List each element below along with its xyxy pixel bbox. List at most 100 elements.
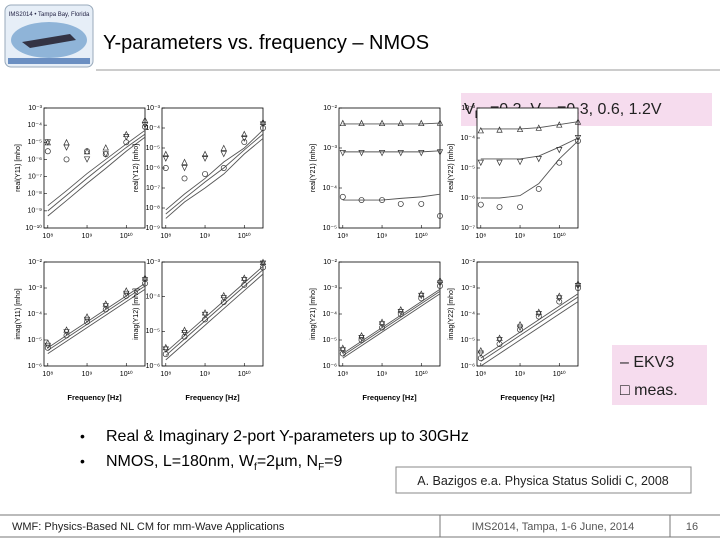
- y-tick-label: 10⁻⁶: [28, 363, 42, 370]
- meas-marker: [379, 324, 385, 331]
- meas-marker: [397, 306, 404, 313]
- meas-marker: [477, 159, 484, 167]
- bullet: Real & Imaginary 2-port Y-parameters up …: [106, 428, 469, 445]
- meas-marker: [378, 119, 386, 127]
- meas-marker: [259, 260, 267, 267]
- y-tick-label: 10⁻⁴: [146, 125, 161, 132]
- meas-marker: [220, 299, 227, 305]
- meas-marker: [556, 146, 563, 154]
- logo-text: IMS2014 • Tampa Bay, Florida: [9, 12, 90, 18]
- model-line: [480, 296, 579, 362]
- meas-marker: [575, 285, 581, 291]
- meas-marker: [102, 151, 109, 158]
- x-tick-label: 10¹⁰: [415, 232, 428, 240]
- model-line: [165, 133, 264, 215]
- meas-marker: [201, 150, 209, 157]
- y-tick-label: 10⁻⁵: [28, 337, 42, 344]
- meas-marker: [496, 159, 503, 167]
- y-axis-label: real(Y12) [mho]: [133, 144, 140, 192]
- bullet-part: NMOS, L=180nm, W: [106, 453, 255, 470]
- meas-marker: [437, 213, 443, 219]
- meas-marker: [535, 311, 542, 318]
- plot-frame: [338, 107, 441, 229]
- y-tick-label: 10⁻¹⁰: [25, 224, 42, 232]
- y-tick-label: 10⁻⁶: [146, 165, 160, 172]
- y-tick-label: 10⁻⁷: [146, 185, 160, 192]
- y-tick-label: 10⁻⁶: [28, 156, 42, 163]
- bullet-part: =9: [324, 453, 342, 470]
- model-line: [165, 269, 264, 356]
- legend-model: – EKV3: [620, 354, 674, 371]
- x-tick-label: 10⁸: [160, 371, 171, 378]
- model-line: [47, 285, 146, 351]
- meas-marker: [44, 339, 51, 346]
- meas-marker: [181, 165, 188, 172]
- meas-marker: [181, 333, 188, 340]
- meas-marker: [358, 197, 365, 203]
- plot-frame: [476, 107, 579, 229]
- model-line: [165, 129, 264, 211]
- bullet-dot: •: [80, 428, 85, 444]
- meas-marker: [260, 125, 266, 131]
- bullet-dot: •: [80, 453, 85, 469]
- plot-frame: [43, 261, 146, 367]
- meas-marker: [418, 200, 425, 207]
- meas-marker: [123, 130, 130, 138]
- meas-marker: [379, 197, 385, 203]
- model-line: [342, 122, 441, 125]
- meas-marker: [436, 280, 444, 287]
- y-axis-label: real(Y21) [mho]: [310, 144, 317, 192]
- meas-marker: [418, 119, 425, 127]
- meas-marker: [220, 151, 227, 158]
- meas-marker: [535, 124, 542, 131]
- meas-marker: [418, 292, 425, 300]
- y-tick-label: 10⁻⁷: [28, 173, 42, 180]
- meas-marker: [516, 125, 524, 132]
- meas-marker: [339, 193, 346, 200]
- meas-marker: [496, 126, 503, 133]
- x-axis-label: Frequency [Hz]: [362, 393, 417, 402]
- y-tick-label: 10⁻⁹: [28, 208, 42, 215]
- model-line: [342, 288, 441, 354]
- meas-marker: [44, 342, 51, 350]
- meas-marker: [83, 313, 91, 320]
- meas-marker: [358, 337, 365, 343]
- meas-marker: [44, 138, 51, 146]
- meas-marker: [83, 147, 91, 155]
- x-axis-label: Frequency [Hz]: [67, 393, 122, 402]
- y-tick-label: 10⁻³: [146, 259, 160, 266]
- y-tick-label: 10⁻²: [323, 259, 337, 266]
- model-line: [480, 121, 579, 130]
- x-tick-label: 10⁹: [515, 233, 526, 240]
- y-tick-label: 10⁻³: [461, 105, 475, 112]
- meas-marker: [574, 118, 582, 125]
- meas-marker: [496, 334, 503, 341]
- meas-marker: [574, 135, 582, 142]
- model-line: [342, 290, 441, 357]
- logo-boat: [22, 34, 76, 48]
- y-tick-label: 10⁻³: [28, 105, 42, 112]
- meas-marker: [556, 298, 563, 305]
- meas-marker: [516, 158, 524, 166]
- meas-marker: [102, 144, 109, 151]
- model-line: [342, 293, 441, 359]
- meas-marker: [339, 119, 346, 127]
- citation: A. Bazigos e.a. Physica Status Solidi C,…: [417, 474, 669, 488]
- x-tick-label: 10¹⁰: [120, 232, 133, 240]
- meas-marker: [220, 291, 227, 299]
- meas-marker: [220, 144, 227, 151]
- y-tick-label: 10⁻⁹: [146, 225, 160, 232]
- meas-marker: [142, 280, 148, 287]
- slide-title: Y-parameters vs. frequency – NMOS: [103, 32, 429, 54]
- meas-marker: [201, 309, 209, 316]
- meas-marker: [397, 311, 404, 317]
- meas-marker: [358, 150, 365, 157]
- meas-marker: [477, 346, 484, 354]
- y-tick-label: 10⁻³: [146, 105, 160, 112]
- meas-marker: [162, 165, 169, 171]
- meas-marker: [259, 258, 267, 265]
- bullet-part: =2µm, N: [257, 453, 318, 470]
- meas-marker: [339, 350, 346, 357]
- y-tick-label: 10⁻³: [323, 285, 337, 292]
- meas-marker: [63, 138, 70, 146]
